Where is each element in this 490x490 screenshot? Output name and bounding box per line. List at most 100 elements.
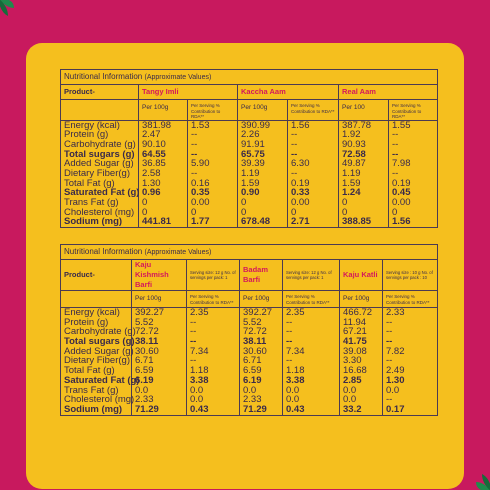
nutrient-label: Carbohydrate (g): [64, 326, 136, 338]
nutrient-value: 0.19: [291, 177, 310, 189]
nutrient-value: --: [386, 316, 393, 328]
nutrient-value: 6.71: [135, 355, 154, 367]
nutrient-value: --: [191, 129, 198, 141]
serving-info: Serving size: 12 g No. of servings per p…: [282, 259, 340, 291]
nutrient-value: 0.0: [386, 384, 400, 396]
nutrient-value: --: [286, 316, 293, 328]
nutrient-value: 1.59: [342, 177, 361, 189]
nutrient-value: 39.39: [241, 158, 265, 170]
nutrient-value: 7.82: [386, 345, 405, 357]
nutrient-label: Carbohydrate (g): [64, 138, 136, 150]
nutrient-value: 388.85: [342, 216, 372, 228]
nutrient-label: Dietary Fiber(g): [64, 167, 130, 179]
nutrient-value: 392.27: [243, 307, 273, 318]
nutrient-value: 3.38: [286, 374, 305, 386]
product-name: Kaju Katli: [339, 259, 383, 291]
nutrient-value: --: [386, 355, 393, 367]
nutrient-labels: Energy (kcal) Protein (g) Carbohydrate (g)…: [60, 119, 139, 229]
product-name: Badam Barfi: [239, 259, 283, 291]
nutrient-label: Energy (kcal): [64, 307, 120, 318]
nutrient-value: 0.0: [343, 384, 357, 396]
nutrient-label: Cholesterol (mg): [64, 206, 135, 218]
nutrient-value: 0: [142, 206, 148, 218]
nutrient-labels: Energy (kcal) Protein (g) Carbohydrate (g)…: [60, 307, 139, 416]
nutrient-label: Sodium (mg): [64, 403, 123, 415]
nutrient-value: 387.78: [342, 119, 372, 131]
nutrient-value: 0.96: [142, 187, 161, 199]
value-column: 1.55 -- -- -- 7.98 -- 0.19 0.45 0.00 0 1.56: [387, 119, 439, 229]
nutrient-value: 0: [291, 206, 297, 218]
nutrient-value: --: [392, 129, 399, 141]
product-label: Product-: [60, 259, 132, 291]
nutrient-value: 11.94: [343, 316, 367, 328]
nutrient-value: 1.19: [342, 167, 361, 179]
nutrition-table-barfi: Nutritional Information (Approximate Val…: [59, 244, 439, 416]
nutrient-value: 390.99: [241, 119, 271, 131]
nutrient-value: 0.0: [243, 384, 257, 396]
nutrient-value: 41.75: [343, 336, 367, 348]
nutrient-value: 72.72: [135, 326, 159, 338]
value-column: 2.35 -- -- -- 7.34 -- 1.18 3.38 0.0 0.0 0.43: [282, 307, 340, 416]
nutrient-value: 0.0: [190, 384, 204, 396]
nutrient-value: 1.53: [191, 119, 210, 131]
nutrient-value: 71.29: [243, 403, 267, 415]
nutrient-value: 2.49: [386, 365, 405, 377]
nutrient-label: Energy (kcal): [64, 119, 120, 131]
nutrient-value: 7.34: [286, 345, 305, 357]
nutrient-value: 30.60: [135, 345, 159, 357]
nutrient-label: Sodium (mg): [64, 216, 123, 228]
nutrient-value: 2.33: [243, 394, 262, 406]
nutrient-value: 33.2: [343, 403, 362, 415]
nutrient-value: 0: [142, 197, 148, 208]
nutrient-value: 36.85: [142, 158, 166, 170]
nutrient-label: Trans Fat (g): [64, 384, 119, 396]
nutrient-value: 0.19: [392, 177, 411, 189]
nutrient-value: 65.75: [241, 148, 265, 160]
nutrient-value: 6.30: [291, 158, 310, 170]
rda-header: Per Serving % Contribution to RDA**: [187, 99, 238, 121]
nutrient-label: Total sugars (g): [64, 336, 135, 348]
nutrient-value: --: [386, 336, 393, 348]
nutrient-value: 1.59: [241, 177, 260, 189]
nutrient-value: 39.08: [343, 345, 367, 357]
nutrient-value: 3.38: [190, 374, 209, 386]
nutrient-value: 7.34: [190, 345, 209, 357]
nutrient-values: Energy (kcal) Protein (g) Carbohydrate (g)…: [60, 119, 439, 229]
nutrient-value: 381.98: [142, 119, 172, 131]
nutrient-value: 91.91: [241, 138, 265, 150]
table-title: Nutritional Information (Approximate Val…: [59, 69, 439, 85]
rda-header: Per Serving % Contribution to RDA**: [282, 290, 340, 308]
nutrient-label: Added Sugar (g): [64, 158, 134, 170]
nutrient-value: 0: [342, 206, 348, 218]
nutrient-value: --: [190, 336, 197, 348]
nutrient-value: --: [191, 167, 198, 179]
per-100g-header: Per 100g: [339, 290, 383, 308]
value-column: 390.99 2.26 91.91 65.75 39.39 1.19 1.59 0.90 0 0 6…: [237, 119, 288, 229]
nutrient-value: 0.90: [241, 187, 260, 199]
nutrient-value: 1.24: [342, 187, 361, 199]
nutrient-value: 2.33: [386, 307, 405, 318]
nutrient-label: Trans Fat (g): [64, 197, 119, 208]
nutrient-value: 0: [191, 206, 197, 218]
nutrient-value: 0: [392, 206, 398, 218]
nutrient-value: 466.72: [343, 307, 373, 318]
per-100g-header: Per 100g: [131, 290, 187, 308]
nutrient-value: 0.0: [190, 394, 204, 406]
nutrient-value: --: [286, 326, 293, 338]
rda-header: Per Serving % Contribution to RDA**: [186, 290, 240, 308]
nutrient-value: 678.48: [241, 216, 271, 228]
rda-header: Per Serving % Contribution to RDA**: [381, 290, 439, 308]
nutrient-value: 0.0: [135, 384, 149, 396]
nutrient-value: --: [190, 316, 197, 328]
rda-header: Per Serving % Contribution to RDA**: [387, 99, 439, 121]
nutrient-value: 72.58: [342, 148, 366, 160]
nutrient-value: 64.55: [142, 148, 166, 160]
value-column: 387.78 1.92 90.93 72.58 49.87 1.19 1.59 1.24 0 0 3…: [338, 119, 389, 229]
nutrient-value: 6.19: [135, 374, 154, 386]
nutrient-value: --: [392, 167, 399, 179]
nutrient-value: 0: [342, 197, 348, 208]
leaf-icon: [476, 474, 490, 490]
nutrient-value: 90.93: [342, 138, 366, 150]
nutrient-value: 30.60: [243, 345, 267, 357]
nutrient-value: 0.43: [190, 403, 209, 415]
